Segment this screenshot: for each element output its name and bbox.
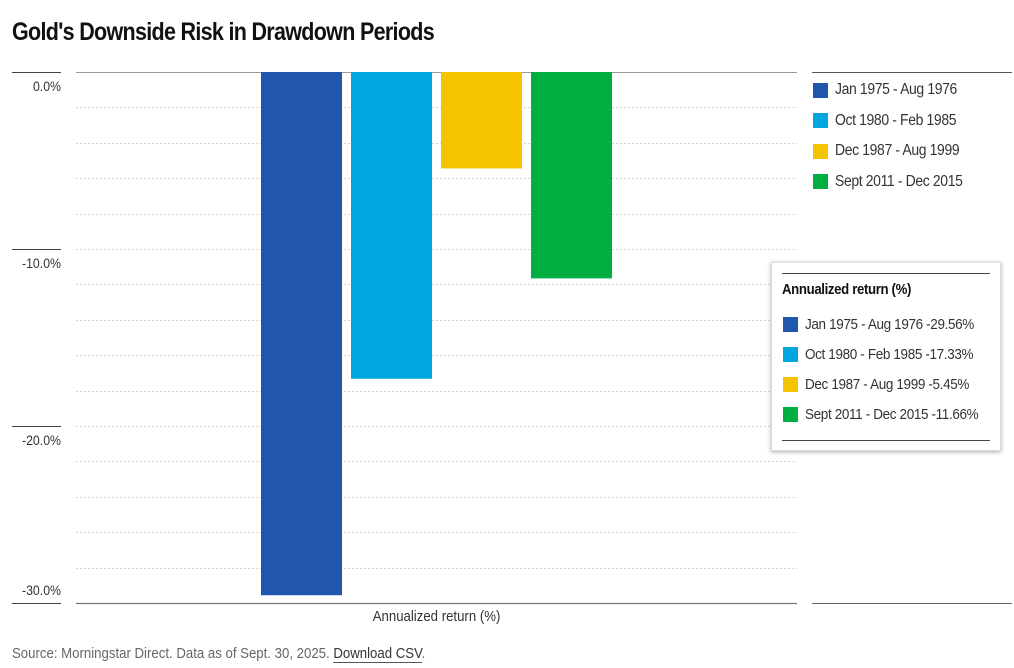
legend-label: Sept 2011 - Dec 2015	[835, 172, 963, 190]
tooltip-label: Dec 1987 - Aug 1999 -5.45%	[805, 375, 970, 393]
tooltip-item: Jan 1975 - Aug 1976 -29.56%	[782, 309, 998, 339]
tooltip-swatch	[783, 346, 798, 362]
legend-item[interactable]: Jan 1975 - Aug 1976	[812, 75, 1012, 106]
bar	[441, 72, 522, 169]
y-tick-label: -30.0%	[22, 582, 61, 598]
chart-title: Gold's Downside Risk in Drawdown Periods	[12, 18, 435, 46]
legend-swatch	[813, 113, 828, 129]
download-csv-link[interactable]: Download CSV	[333, 645, 422, 663]
tooltip-swatch	[783, 316, 798, 332]
tooltip: Annualized return (%) Jan 1975 - Aug 197…	[771, 262, 1001, 451]
source-note: Source: Morningstar Direct. Data as of S…	[12, 645, 426, 663]
tooltip-item: Sept 2011 - Dec 2015 -11.66%	[782, 399, 998, 429]
x-axis-label: Annualized return (%)	[373, 608, 501, 625]
bars	[261, 72, 612, 596]
tooltip-bottom-rule	[782, 440, 990, 441]
y-tick-label: -10.0%	[22, 255, 61, 271]
bar	[351, 72, 432, 379]
tooltip-item: Dec 1987 - Aug 1999 -5.45%	[782, 369, 998, 399]
legend-label: Oct 1980 - Feb 1985	[835, 111, 957, 129]
gridlines	[76, 72, 1012, 605]
tooltip-top-rule	[782, 273, 990, 274]
bar	[261, 72, 342, 596]
y-tick-label: 0.0%	[33, 78, 61, 94]
tooltip-title: Annualized return (%)	[782, 281, 912, 298]
bar	[531, 72, 612, 279]
legend-label: Jan 1975 - Aug 1976	[835, 81, 957, 99]
source-text: Source: Morningstar Direct. Data as of S…	[12, 645, 330, 662]
legend-item[interactable]: Oct 1980 - Feb 1985	[812, 106, 1012, 137]
tooltip-label: Oct 1980 - Feb 1985 -17.33%	[805, 345, 974, 363]
legend-swatch	[813, 143, 828, 159]
legend-swatch	[813, 174, 828, 190]
legend-item[interactable]: Dec 1987 - Aug 1999	[812, 136, 1012, 167]
legend-swatch	[813, 82, 828, 98]
legend-item[interactable]: Sept 2011 - Dec 2015	[812, 167, 1012, 198]
tooltip-item: Oct 1980 - Feb 1985 -17.33%	[782, 339, 998, 369]
y-axis: 0.0% -10.0% -20.0% -30.0%	[12, 72, 61, 604]
tooltip-swatch	[783, 406, 798, 422]
tooltip-swatch	[783, 376, 798, 392]
legend: Jan 1975 - Aug 1976 Oct 1980 - Feb 1985 …	[812, 72, 1012, 197]
legend-label: Dec 1987 - Aug 1999	[835, 142, 960, 160]
tooltip-label: Jan 1975 - Aug 1976 -29.56%	[805, 315, 974, 333]
tooltip-label: Sept 2011 - Dec 2015 -11.66%	[805, 405, 979, 423]
y-tick-label: -20.0%	[22, 432, 61, 448]
